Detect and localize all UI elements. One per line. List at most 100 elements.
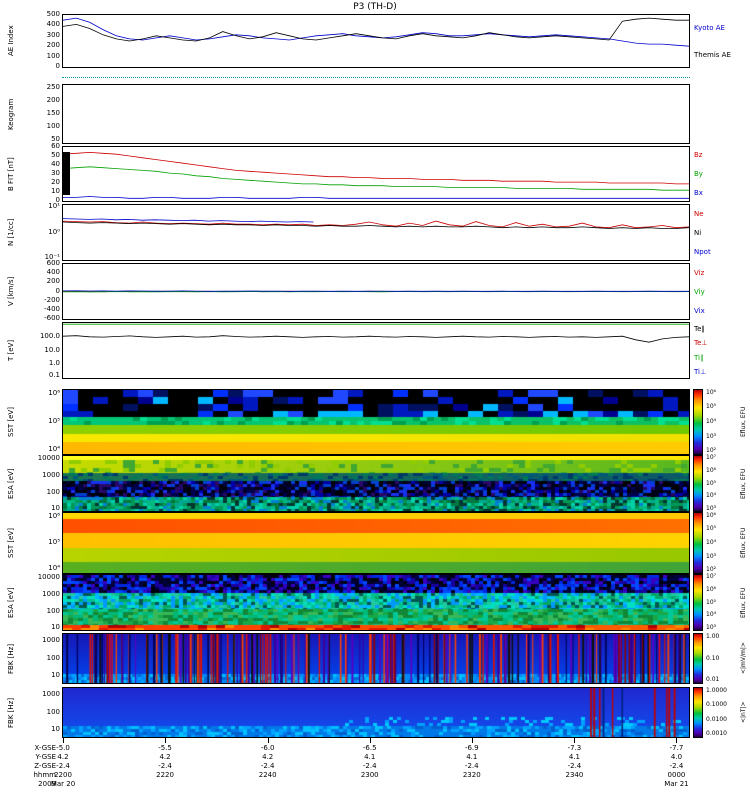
series-ne [63, 220, 689, 229]
spectrogram-canvas [63, 456, 689, 511]
y-tick-label: 10⁶ [48, 388, 60, 397]
colorbar-tick-label: 10⁷ [706, 454, 717, 462]
line-plot [63, 290, 689, 293]
panel-sst-electron-spec [62, 389, 690, 455]
colorbar-tick-label: 0.0010 [706, 729, 727, 737]
colorbar-tick-label: 10⁷ [706, 573, 717, 581]
x-tick-mark [676, 738, 678, 743]
y-tick-label: 10¹ [48, 202, 60, 211]
panel-ae-index [62, 14, 690, 68]
series-te_par [63, 335, 689, 343]
colorbar [693, 512, 703, 574]
y-tick-label: 10.0 [44, 345, 60, 354]
line-plot [63, 17, 689, 47]
colorbar-tick-label: 10³ [706, 504, 717, 512]
colorbar-tick-label: 10⁴ [706, 418, 717, 425]
y-tick-label: 300 [46, 30, 60, 39]
line-plot [63, 218, 689, 229]
y-axis-label: Keogram [7, 98, 15, 130]
axis-value: 4.1 [364, 753, 376, 761]
colorbar-tick-label: 10⁴ [706, 539, 717, 546]
y-tick-label: 1000 [42, 471, 60, 480]
y-tick-label: 400 [46, 20, 60, 29]
y-tick-label: 100 [46, 488, 60, 497]
y-tick-label: 0.1 [48, 371, 60, 380]
colorbar-tick-label: 10² [706, 566, 717, 574]
axis-value: 2300 [360, 771, 379, 779]
colorbar-unit-label: <|mV/m|> [740, 642, 747, 675]
y-axis-label: FBK [Hz] [7, 697, 15, 728]
axis-value: 4.2 [262, 753, 274, 761]
colorbar-tick-label: 10⁶ [706, 466, 717, 474]
legend-te: Te⊥ [694, 339, 708, 348]
axis-value: -2.4 [260, 762, 275, 770]
axis-row-label: hhmm [33, 771, 56, 779]
legend-bz: Bz [694, 151, 703, 160]
colorbar-tick-label: 0.1000 [706, 701, 727, 709]
colorbar-tick-label: 10⁵ [706, 598, 717, 606]
legend-bx: Bx [694, 188, 703, 197]
legend-viy: Viy [694, 287, 705, 296]
y-tick-label: -600 [44, 314, 60, 322]
y-tick-label: 60 [51, 142, 60, 150]
series-kyoto_ae [63, 17, 689, 47]
legend-ni: Ni [694, 228, 702, 237]
axis-value: -2.4 [362, 762, 377, 770]
line-plot [63, 151, 689, 199]
panel-esa-ion-spec [62, 574, 690, 631]
y-tick-label: 10⁵ [48, 417, 60, 425]
panel-esa-electron-spec [62, 455, 690, 512]
axis-value: -6.5 [362, 744, 377, 752]
y-tick-label: -200 [44, 295, 60, 304]
panel-fbk-e-spec [62, 633, 690, 684]
axis-value: 0000 [667, 771, 686, 779]
series-ni [63, 221, 689, 229]
y-axis-label: SST [eV] [7, 528, 15, 558]
panel-temperature [62, 322, 690, 379]
y-axis-label: V [km/s] [7, 276, 15, 307]
spectrogram-canvas [63, 634, 689, 683]
y-tick-label: 40 [51, 159, 60, 168]
line-plot [63, 323, 689, 343]
colorbar-tick-label: 10⁴ [706, 611, 717, 619]
y-axis-label: B FIT [nT] [7, 157, 15, 191]
spectrogram-canvas [63, 575, 689, 630]
axis-value: -5.0 [56, 744, 70, 752]
legend-themisae: Themis AE [694, 50, 731, 59]
y-tick-label: 600 [46, 259, 60, 267]
y-tick-label: 10 [51, 670, 60, 679]
colorbar [693, 574, 703, 631]
colorbar-tick-label: 10³ [706, 623, 717, 631]
y-tick-label: 500 [46, 10, 60, 18]
legend-by: By [694, 170, 703, 178]
colorbar-tick-label: 1.0000 [706, 687, 727, 695]
colorbar-tick-label: 10⁶ [706, 511, 717, 519]
colorbar-tick-label: 10⁵ [706, 403, 717, 411]
colorbar-tick-label: 1.00 [706, 633, 720, 641]
axis-value: -7.7 [669, 744, 684, 752]
x-tick-mark [165, 738, 167, 743]
x-tick-mark [471, 738, 473, 743]
panel-fbk-b-spec [62, 687, 690, 738]
y-tick-label: 200 [46, 41, 60, 50]
colorbar-tick-label: 0.01 [706, 675, 720, 683]
axis-value: -2.4 [669, 762, 684, 770]
y-tick-label: 30 [51, 169, 60, 177]
colorbar-unit-label: <|nT|> [740, 701, 747, 724]
y-axis-label: AE Index [7, 25, 15, 57]
ae-zero-dotted-line [62, 77, 690, 78]
y-tick-label: 0 [55, 62, 60, 70]
x-tick-mark [63, 738, 64, 743]
series-themis_ae [63, 17, 689, 42]
axis-row-label: X-GSE [34, 744, 56, 752]
colorbar-tick-label: 10³ [706, 552, 717, 560]
line-plot [63, 85, 689, 143]
y-tick-label: 100 [46, 122, 60, 131]
axis-value: 4.2 [159, 753, 171, 761]
y-tick-label: 10 [51, 186, 60, 195]
y-tick-label: 0 [55, 286, 60, 295]
y-tick-label: 0 [55, 196, 60, 204]
axis-value: 4.0 [670, 753, 683, 761]
colorbar [693, 389, 703, 455]
axis-value: 4.1 [568, 753, 581, 761]
